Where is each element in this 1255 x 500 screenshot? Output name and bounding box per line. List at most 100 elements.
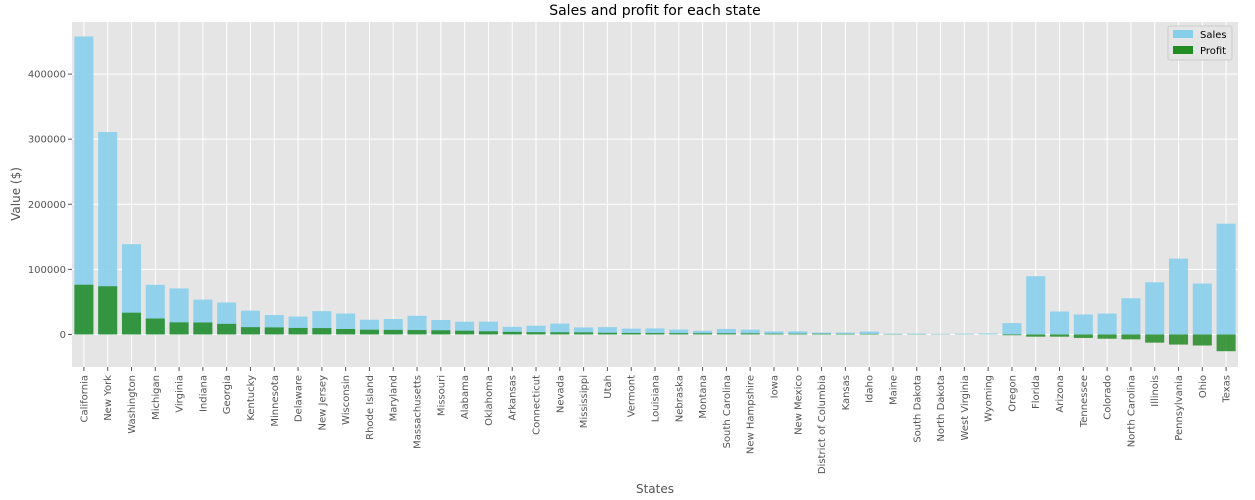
x-tick-label: New Jersey [317,375,328,431]
legend-label-sales: Sales [1200,30,1227,41]
bar-profit [1073,334,1093,338]
bar-profit [1192,334,1212,346]
x-tick-label: Illinois [1150,375,1161,407]
bar-profit [1050,334,1070,337]
bar-profit [169,322,189,335]
bar-sales [859,331,879,335]
bar-profit [621,332,641,335]
bar-profit [383,329,403,335]
x-tick-label: Florida [1031,375,1042,409]
bar-profit [455,330,475,335]
x-tick-label: Virginia [175,375,186,413]
bar-sales [98,132,118,335]
bar-profit [336,328,356,335]
bar-profit [574,332,594,335]
bar-sales [1216,223,1236,335]
x-tick-label: New York [103,375,114,421]
x-tick-label: Indiana [198,375,209,412]
y-tick-label: 0 [60,330,66,341]
bar-sales [835,332,855,335]
bar-profit [1097,334,1117,339]
bar-profit [716,333,736,335]
bar-sales [764,331,784,335]
bar-profit [1002,334,1022,336]
x-tick-label: Rhode Island [365,375,376,440]
bar-profit [1168,334,1189,345]
bar-profit [217,323,237,335]
x-tick-label: New Hampshire [746,375,757,454]
x-tick-label: Minnesota [270,375,281,427]
bar-profit [312,328,332,335]
bar-sales [788,331,808,335]
bar-profit [1216,334,1236,352]
x-tick-label: District of Columbia [817,375,828,474]
bar-sales [693,330,713,335]
bar-sales [812,332,832,335]
x-tick-label: Colorado [1103,375,1114,420]
bar-profit [597,332,617,335]
x-tick-label: Maine [888,375,899,405]
legend-swatch-profit [1173,46,1193,54]
x-tick-label: Connecticut [532,375,543,435]
bars [74,36,1236,352]
bar-sales [1168,258,1189,335]
bar-sales [1002,323,1022,335]
x-tick-label: Wyoming [984,375,995,422]
x-tick-label: North Dakota [936,375,947,442]
y-tick-label: 200000 [28,200,66,211]
x-tick-label: Delaware [294,375,305,422]
bar-profit [1026,334,1046,337]
bar-sales [574,327,594,335]
x-tick-label: Arizona [1055,375,1066,413]
x-tick-label: Tennessee [1079,375,1090,428]
x-tick-label: Texas [1222,375,1233,404]
bar-sales [1073,314,1093,335]
legend: Sales Profit [1167,25,1233,61]
bar-profit [669,333,689,335]
legend-label-profit: Profit [1200,46,1226,57]
bar-profit [788,333,808,335]
bar-profit [1121,334,1141,340]
bar-sales [121,244,142,335]
bar-sales [716,328,736,335]
bar-sales [1097,313,1117,335]
x-tick-label: Nevada [555,375,566,413]
x-tick-label: Iowa [769,375,780,398]
x-tick-labels: California New York Washington Michigan Virg… [79,367,1233,474]
x-tick-label: Arkansas [508,375,519,421]
bar-profit [764,333,784,335]
x-tick-label: Nebraska [674,375,685,422]
x-tick-label: Alabama [460,375,471,419]
x-tick-label: Georgia [222,375,233,414]
bar-sales [740,329,760,335]
bar-sales [978,333,998,335]
bar-sales [1145,282,1165,335]
bar-sales [621,328,641,335]
bar-sales [907,333,927,335]
bar-profit [645,333,665,335]
x-tick-label: Pennsylvania [1174,375,1185,441]
x-tick-label: Kansas [841,375,852,410]
bar-profit [693,333,713,335]
bar-sales [645,328,665,335]
x-tick-label: Ohio [1198,375,1209,398]
x-tick-label: Michigan [151,375,162,420]
bar-sales [1121,298,1141,335]
x-tick-label: Louisiana [651,375,662,422]
x-tick-label: Idaho [865,375,876,403]
bar-profit [145,318,165,335]
y-tick-label: 400000 [28,70,66,81]
x-tick-label: Utah [603,375,614,399]
bar-sales [526,325,546,335]
x-tick-label: Oregon [1007,375,1018,412]
x-tick-label: North Carolina [1126,375,1137,447]
chart-title: Sales and profit for each state [549,3,761,19]
y-axis-title: Value ($) [9,167,23,221]
x-tick-label: Washington [127,375,138,434]
x-tick-label: Wisconsin [341,375,352,425]
bar-profit [407,330,427,335]
y-tick-label: 100000 [28,265,66,276]
x-axis-title: States [636,482,674,496]
